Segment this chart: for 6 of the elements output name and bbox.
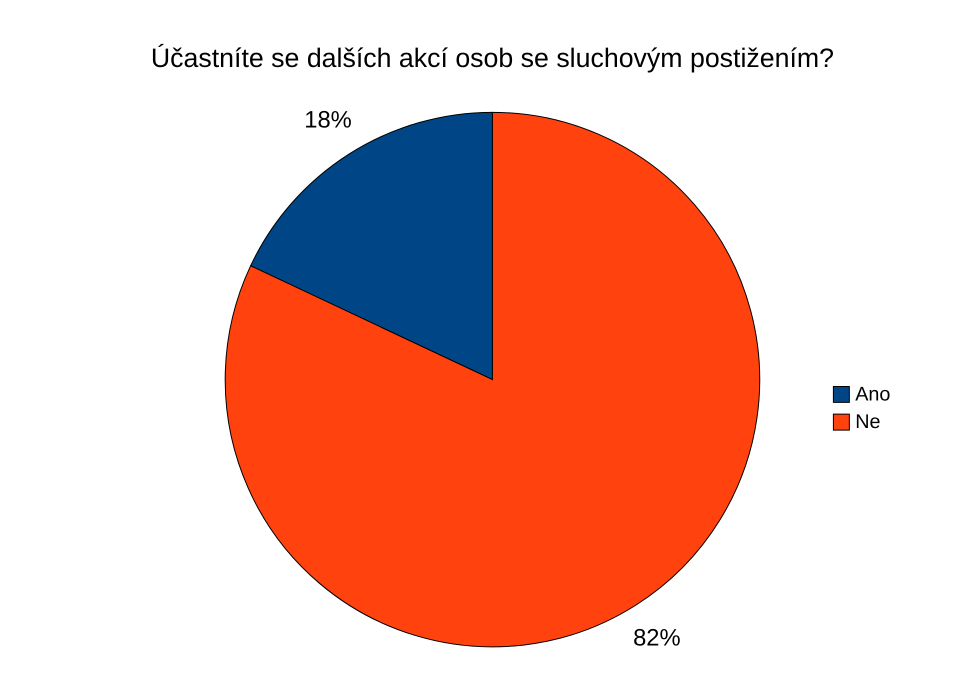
- data-label: 18%: [304, 106, 352, 134]
- pie-slice: [225, 112, 760, 648]
- legend-label: Ne: [855, 411, 881, 434]
- chart-title: Účastníte se dalších akcí osob se sluchovým postižením?: [150, 42, 834, 73]
- data-label: 82%: [633, 624, 681, 652]
- legend-label: Ano: [855, 383, 890, 406]
